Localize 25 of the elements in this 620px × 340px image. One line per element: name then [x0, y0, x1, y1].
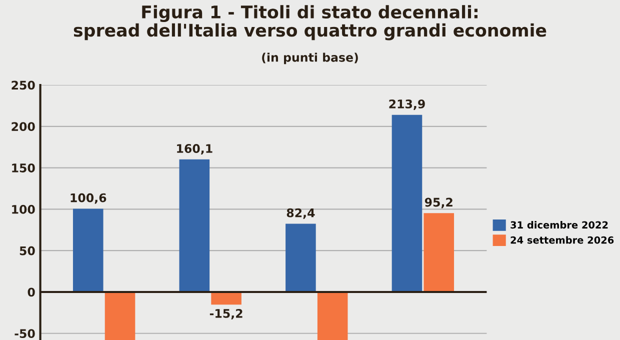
legend-label: 24 settembre 2026	[510, 236, 614, 244]
y-tick-label: -50	[14, 329, 35, 338]
data-label: 95,2	[424, 198, 452, 208]
data-label: -15,2	[210, 308, 242, 320]
y-tick-label: 250	[12, 80, 35, 90]
bar	[424, 213, 454, 292]
data-label: 100,6	[70, 193, 106, 204]
y-tick-label: 50	[20, 246, 35, 256]
data-label: 213,9	[389, 100, 425, 110]
bar	[104, 292, 136, 340]
bar	[211, 292, 242, 305]
y-tick-label: 100	[12, 204, 35, 214]
chart-subtitle: (in punti base)	[262, 52, 358, 64]
bar	[72, 208, 104, 292]
data-label: 160,1	[177, 144, 212, 154]
chart-title: Figura 1 - Titoli di stato decennali: spread dell'Italia verso quattro grandi economie	[74, 5, 546, 40]
y-tick-label: 0	[28, 288, 35, 297]
y-tick-label: 150	[12, 164, 35, 172]
data-label: 82,4	[286, 208, 315, 219]
bar	[286, 224, 316, 292]
bar	[317, 292, 348, 340]
bar	[179, 159, 210, 292]
legend-label: 31 dicembre 2022	[510, 221, 608, 229]
bar	[392, 114, 422, 292]
y-tick-label: 200	[12, 122, 35, 132]
